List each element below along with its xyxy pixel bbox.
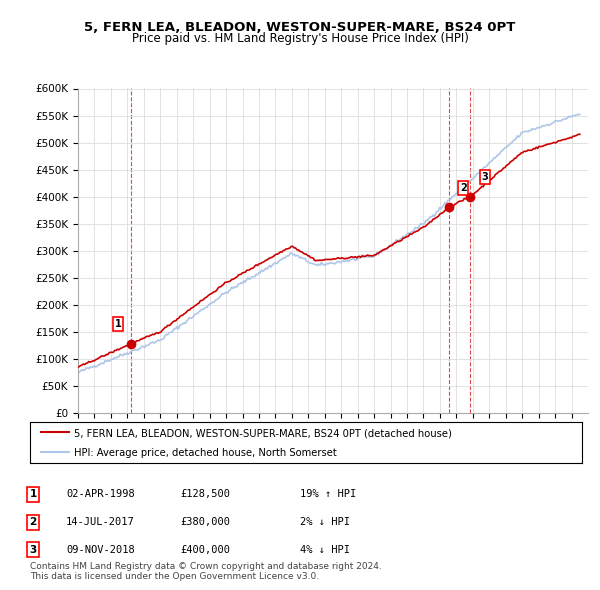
Text: 3: 3 xyxy=(481,172,488,182)
Text: 5, FERN LEA, BLEADON, WESTON-SUPER-MARE, BS24 0PT (detached house): 5, FERN LEA, BLEADON, WESTON-SUPER-MARE,… xyxy=(74,428,452,438)
Text: 5, FERN LEA, BLEADON, WESTON-SUPER-MARE, BS24 0PT: 5, FERN LEA, BLEADON, WESTON-SUPER-MARE,… xyxy=(85,21,515,34)
Text: 3: 3 xyxy=(29,545,37,555)
Text: £380,000: £380,000 xyxy=(180,517,230,527)
Text: 2% ↓ HPI: 2% ↓ HPI xyxy=(300,517,350,527)
Text: 2: 2 xyxy=(29,517,37,527)
Text: 4% ↓ HPI: 4% ↓ HPI xyxy=(300,545,350,555)
Text: HPI: Average price, detached house, North Somerset: HPI: Average price, detached house, Nort… xyxy=(74,448,337,458)
Text: 1: 1 xyxy=(29,490,37,499)
Text: 14-JUL-2017: 14-JUL-2017 xyxy=(66,517,135,527)
Text: £128,500: £128,500 xyxy=(180,490,230,499)
Text: 09-NOV-2018: 09-NOV-2018 xyxy=(66,545,135,555)
Text: 1: 1 xyxy=(115,319,122,329)
Text: £400,000: £400,000 xyxy=(180,545,230,555)
Text: Price paid vs. HM Land Registry's House Price Index (HPI): Price paid vs. HM Land Registry's House … xyxy=(131,32,469,45)
Text: 2: 2 xyxy=(460,183,467,193)
Text: 19% ↑ HPI: 19% ↑ HPI xyxy=(300,490,356,499)
Text: Contains HM Land Registry data © Crown copyright and database right 2024.
This d: Contains HM Land Registry data © Crown c… xyxy=(30,562,382,581)
Text: 02-APR-1998: 02-APR-1998 xyxy=(66,490,135,499)
